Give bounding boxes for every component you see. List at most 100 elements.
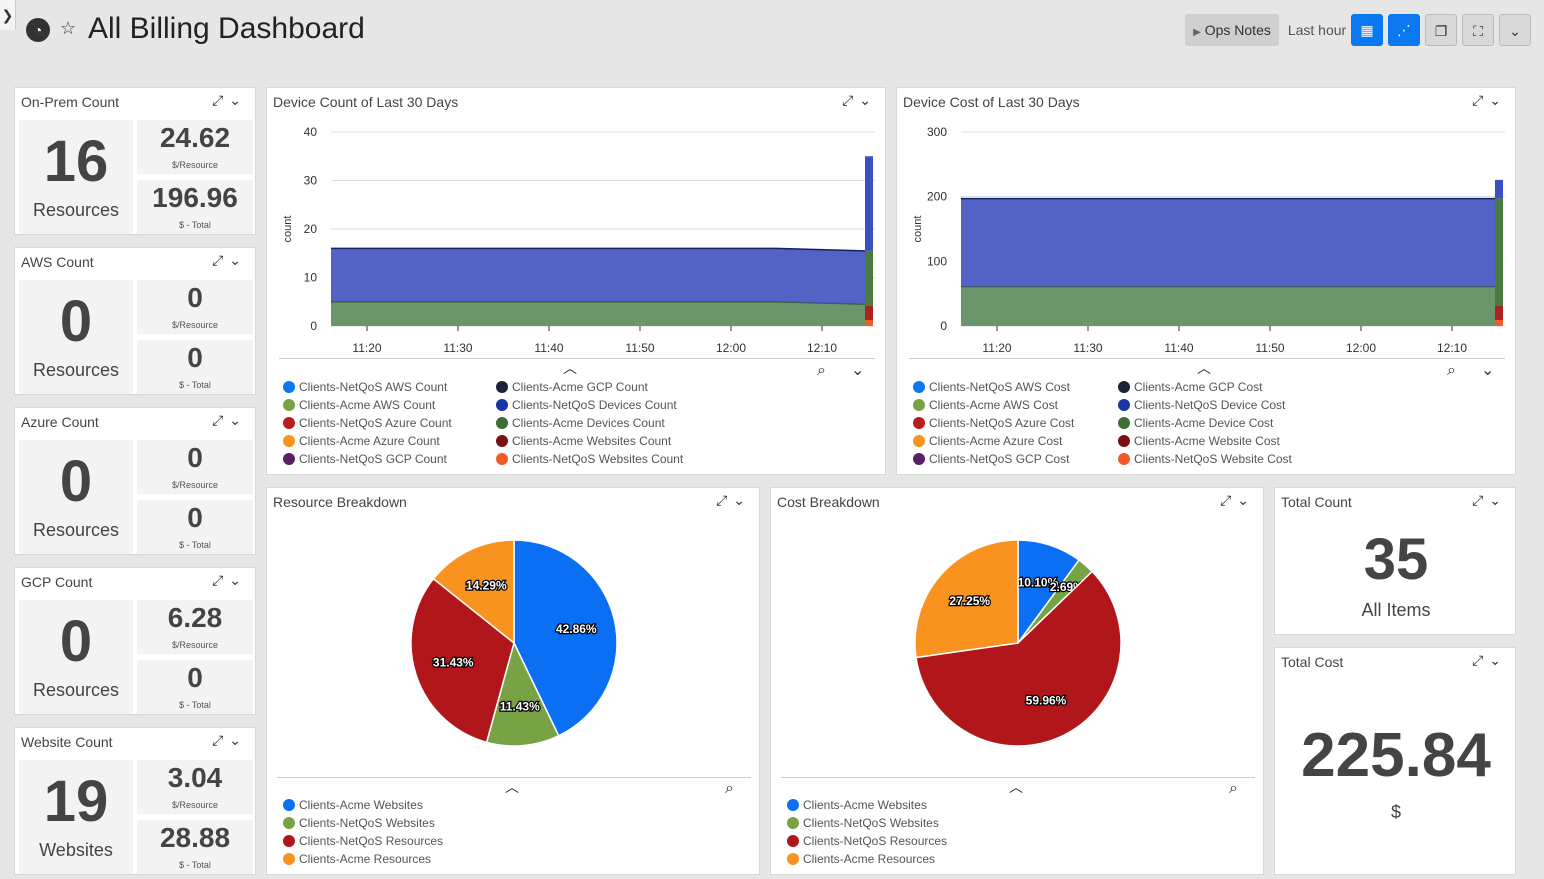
count-label: Resources <box>32 520 120 540</box>
legend-label: Clients-Acme Devices Count <box>512 416 665 430</box>
legend-item[interactable]: Clients-Acme Websites Count <box>496 434 671 448</box>
zoom-icon[interactable]: ⌕ <box>725 780 734 797</box>
legend-item[interactable]: Clients-NetQoS Azure Cost <box>913 416 1074 430</box>
expand-icon[interactable]: ⤢ <box>1220 492 1238 508</box>
legend-item[interactable]: Clients-Acme Devices Count <box>496 416 665 430</box>
legend-item[interactable]: Clients-NetQoS Device Cost <box>1118 398 1285 412</box>
total-value: 196.96 <box>152 182 238 213</box>
legend-item[interactable]: Clients-Acme Website Cost <box>1118 434 1280 448</box>
x-tick-label: 11:40 <box>1164 341 1193 355</box>
zoom-icon[interactable]: ⌕ <box>1447 362 1456 379</box>
legend-swatch <box>496 399 508 411</box>
total-label: $ - Total <box>179 380 211 390</box>
legend-item[interactable]: Clients-NetQoS Websites <box>787 816 939 830</box>
y-axis-label: count <box>912 216 924 243</box>
collapse-legend-icon[interactable]: ︿ <box>563 360 577 376</box>
chevron-down-icon[interactable]: ⌄ <box>229 732 247 748</box>
zoom-icon[interactable]: ⌕ <box>817 362 826 379</box>
chevron-down-icon[interactable]: ⌄ <box>1489 492 1507 508</box>
dashboard-icon: ◔ <box>26 18 50 42</box>
legend-item[interactable]: Clients-Acme GCP Count <box>496 380 648 394</box>
legend-label: Clients-NetQoS Devices Count <box>512 398 677 412</box>
legend-item[interactable]: Clients-Acme GCP Cost <box>1118 380 1262 394</box>
legend-item[interactable]: Clients-Acme Resources <box>787 852 935 866</box>
cost-breakdown-chart: 10.10%2.69%59.96%27.25% <box>914 539 1122 747</box>
collapse-legend-icon[interactable]: ︿ <box>1197 360 1211 376</box>
clone-icon[interactable]: ❐ <box>1425 14 1457 46</box>
sidebar-toggle[interactable]: ❯ <box>0 0 16 30</box>
x-tick-label: 11:20 <box>352 341 381 355</box>
legend-item[interactable]: Clients-NetQoS Azure Count <box>283 416 452 430</box>
legend-item[interactable]: Clients-Acme AWS Count <box>283 398 435 412</box>
spike-bar <box>1495 179 1503 199</box>
chevron-down-icon[interactable]: ⌄ <box>229 252 247 268</box>
expand-icon[interactable]: ⤢ <box>1472 492 1490 508</box>
legend-item[interactable]: Clients-Acme Resources <box>283 852 431 866</box>
chevron-down-icon[interactable]: ⌄ <box>1481 362 1495 379</box>
collapse-legend-icon[interactable]: ︿ <box>1009 779 1023 795</box>
area-series <box>331 301 865 326</box>
expand-icon[interactable]: ⤢ <box>716 492 734 508</box>
chevron-down-icon[interactable]: ⌄ <box>733 492 751 508</box>
legend-item[interactable]: Clients-NetQoS Websites Count <box>496 452 683 466</box>
legend-item[interactable]: Clients-Acme AWS Cost <box>913 398 1058 412</box>
hierarchy-icon[interactable]: ⋰ <box>1388 14 1420 46</box>
expand-icon[interactable]: ⤢ <box>212 732 230 748</box>
chevron-down-icon[interactable]: ⌄ <box>229 412 247 428</box>
favorite-star-icon[interactable]: ☆ <box>60 18 77 38</box>
chevron-down-icon[interactable]: ⌄ <box>859 92 877 108</box>
y-axis-label: count <box>282 216 294 243</box>
legend-label: Clients-NetQoS Websites <box>803 816 939 830</box>
count-widget: GCP Count ⤢⌄ 0 Resources 6.28 $/Resource… <box>14 567 256 715</box>
expand-icon[interactable]: ⤢ <box>842 92 860 108</box>
legend-item[interactable]: Clients-Acme Device Cost <box>1118 416 1273 430</box>
pie-slice <box>410 577 515 744</box>
chevron-down-icon[interactable]: ⌄ <box>1489 652 1507 668</box>
time-range-label[interactable]: Last hour <box>1287 22 1347 38</box>
total-cell: 0 $ - Total <box>137 500 253 554</box>
fullscreen-icon[interactable]: ⛶ <box>1462 14 1494 46</box>
calendar-icon[interactable]: ▦ <box>1351 14 1383 46</box>
legend-item[interactable]: Clients-NetQoS GCP Count <box>283 452 447 466</box>
legend-item[interactable]: Clients-Acme Azure Count <box>283 434 440 448</box>
legend-label: Clients-NetQoS Azure Count <box>299 416 452 430</box>
legend-item[interactable]: Clients-NetQoS AWS Count <box>283 380 447 394</box>
count-value: 0 <box>59 449 93 514</box>
legend-swatch <box>283 435 295 447</box>
chevron-down-icon[interactable]: ⌄ <box>1489 92 1507 108</box>
legend-item[interactable]: Clients-Acme Websites <box>283 798 423 812</box>
legend-item[interactable]: Clients-NetQoS Resources <box>283 834 443 848</box>
widget-title: AWS Count <box>21 254 94 270</box>
total-label: $ - Total <box>179 540 211 550</box>
total-value: 0 <box>187 342 203 373</box>
legend-item[interactable]: Clients-NetQoS Website Cost <box>1118 452 1292 466</box>
legend-item[interactable]: Clients-Acme Azure Cost <box>913 434 1062 448</box>
zoom-icon[interactable]: ⌕ <box>1229 780 1238 797</box>
more-options-chevron-icon[interactable]: ⌄ <box>1499 14 1531 46</box>
legend-swatch <box>496 435 508 447</box>
legend-item[interactable]: Clients-NetQoS Devices Count <box>496 398 677 412</box>
expand-icon[interactable]: ⤢ <box>212 92 230 108</box>
pie-slice <box>915 570 1122 747</box>
legend-item[interactable]: Clients-NetQoS Resources <box>787 834 947 848</box>
chevron-down-icon[interactable]: ⌄ <box>229 92 247 108</box>
expand-icon[interactable]: ⤢ <box>212 572 230 588</box>
chevron-down-icon[interactable]: ⌄ <box>1237 492 1255 508</box>
total-count-widget: Total Count ⤢⌄ 35 All Items <box>1274 487 1516 635</box>
expand-icon[interactable]: ⤢ <box>1472 652 1490 668</box>
ops-notes-button[interactable]: ▶ Ops Notes <box>1185 14 1279 46</box>
count-label: Resources <box>32 680 120 700</box>
legend-item[interactable]: Clients-NetQoS Websites <box>283 816 435 830</box>
legend-item[interactable]: Clients-Acme Websites <box>787 798 927 812</box>
legend-item[interactable]: Clients-NetQoS AWS Cost <box>913 380 1070 394</box>
expand-icon[interactable]: ⤢ <box>212 252 230 268</box>
legend-item[interactable]: Clients-NetQoS GCP Cost <box>913 452 1070 466</box>
expand-icon[interactable]: ⤢ <box>212 412 230 428</box>
legend-label: Clients-Acme GCP Count <box>512 380 648 394</box>
collapse-legend-icon[interactable]: ︿ <box>505 779 519 795</box>
device-cost-widget: Device Cost of Last 30 Days ⤢⌄ 0 100 200 30… <box>896 87 1516 475</box>
expand-icon[interactable]: ⤢ <box>1472 92 1490 108</box>
chevron-down-icon[interactable]: ⌄ <box>851 362 865 379</box>
chevron-down-icon[interactable]: ⌄ <box>229 572 247 588</box>
total-cell: 28.88 $ - Total <box>137 820 253 874</box>
